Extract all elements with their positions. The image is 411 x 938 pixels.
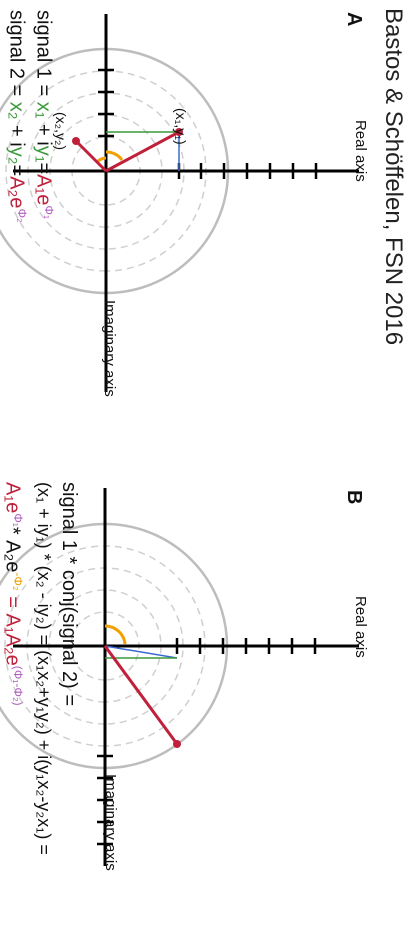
panel-a-real-axis-label: Real axis: [352, 120, 369, 182]
eq2-plus-i: + i: [5, 119, 28, 147]
panel-b-line1: signal 1 * conj(signal 2) =: [58, 482, 80, 707]
panel-a-signal1-equation: signal 1 = x₁ + iy₁=A₁eΦ₁: [31, 10, 61, 219]
eq2-phase: Φ₂: [15, 208, 29, 223]
panel-b-vectors: [103, 624, 181, 748]
panel-a-axes: [13, 14, 359, 392]
panel-a-point1-label: (x₁,y₁): [173, 108, 189, 145]
panel-a-phase1-arc: [105, 150, 124, 161]
line3-mid: * A₂e: [1, 526, 24, 573]
line3-a1: A₁e: [1, 482, 24, 514]
line3-p1: Φ₁: [11, 513, 25, 527]
line3-eq: = A₁A₂e: [1, 590, 24, 666]
eq2-prefix: signal 2 =: [5, 10, 28, 102]
line3-p3: (Φ₁-Φ₂): [11, 665, 25, 706]
eq1-x: x₁: [32, 101, 55, 119]
panel-b-line2: (x₁ + iy₁) * (x₂ - iy₂) = (x₁x₂+y₁y₂) + …: [34, 482, 54, 855]
eq2-amp: A₂e: [5, 176, 28, 209]
panel-a-ticks: [98, 68, 318, 179]
eq1-phase: Φ₁: [42, 205, 56, 220]
panel-b-line3: A₁eΦ₁* A₂e-Φ₂ = A₁A₂e(Φ₁-Φ₂): [0, 482, 30, 706]
panel-b-imag-axis-label: Imaginary axis: [102, 774, 119, 871]
eq1-amp: A₁e: [32, 174, 55, 206]
panel-a-point2: [72, 137, 80, 145]
panel-b-product-vector: [103, 645, 179, 745]
line3-p2: -Φ₂: [11, 572, 25, 591]
panel-a-signal2-vector: [74, 139, 108, 173]
eq2-x: x₂: [5, 101, 28, 120]
panel-a-imag-axis-label: Imaginary axis: [101, 300, 118, 397]
panel-b-ticks: [97, 638, 317, 846]
eq1-plus-i: + i: [32, 118, 55, 146]
panel-a-point1: [175, 128, 183, 136]
eq2-eq: =: [5, 164, 28, 177]
panel-a-vectors: [72, 128, 183, 173]
panel-b-point: [173, 740, 181, 748]
panel-b-axes: [13, 488, 359, 866]
panel-a-signal1-vector: [105, 130, 180, 173]
panel-b-phase-arc: [104, 624, 127, 645]
panel-a-signal2-equation: signal 2 = x₂ + iy₂=A₂eΦ₂: [4, 10, 34, 223]
eq1-eq: =: [32, 162, 55, 175]
eq1-y: y₁: [32, 145, 55, 163]
eq1-prefix: signal 1 =: [32, 10, 55, 102]
panel-b-letter: B: [343, 490, 365, 505]
eq2-y: y₂: [5, 146, 28, 165]
panel-b-real-axis-label: Real axis: [352, 596, 369, 658]
panel-b-projection: [104, 645, 178, 659]
